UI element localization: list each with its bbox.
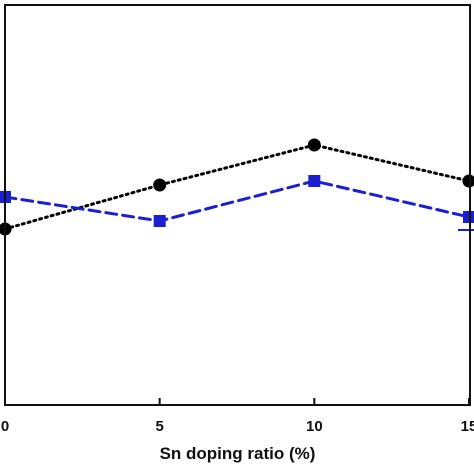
plot-frame [4,4,471,406]
x-tick-label-2: 5 [155,418,163,435]
series-1-point-4 [462,174,474,188]
series-1-point-2 [153,178,167,192]
series-1-line [3,143,471,231]
x-axis-title: Sn doping ratio (%) [160,444,316,463]
x-tick-label-4: 15 [461,418,474,435]
series-2-line [3,179,471,223]
series-1-point-3 [307,138,321,152]
series-1 [0,138,474,236]
series-layer [0,138,474,236]
series-2 [0,175,474,227]
x-axis: 0 5 10 15 [1,398,474,435]
x-tick-label-1: 0 [1,418,9,435]
x-tick-label-3: 10 [306,418,323,435]
series-2-point-4 [463,211,474,223]
series-2-point-3 [308,175,321,187]
series-2-point-2 [153,215,166,227]
